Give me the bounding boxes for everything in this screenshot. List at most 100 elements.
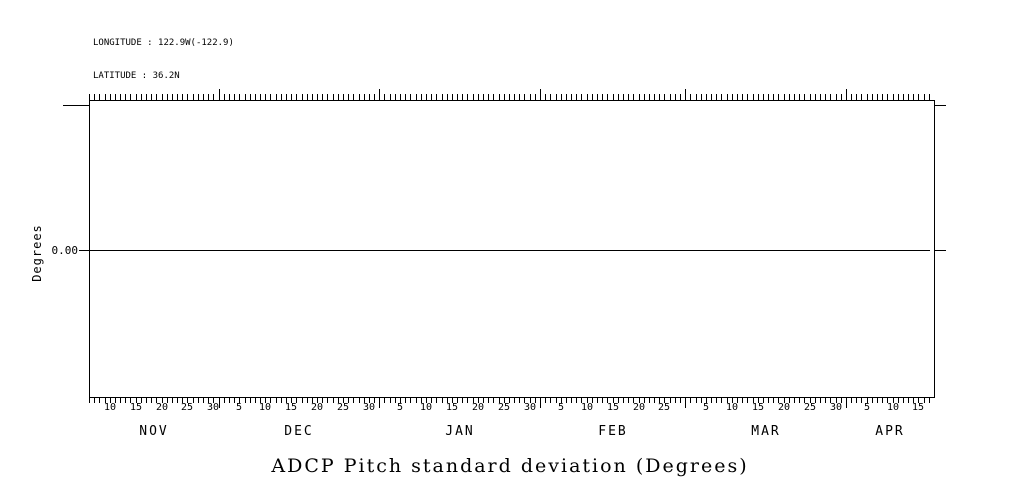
x-axis-day-tick-top [125, 94, 126, 100]
y-axis-tick-right-zero [934, 250, 946, 251]
x-axis-day-tick-top [913, 94, 914, 100]
x-axis-day-tick-bottom [467, 398, 468, 403]
x-axis-day-tick-top [141, 94, 142, 100]
x-axis-day-tick-top [359, 94, 360, 100]
x-axis-day-tick-top [187, 94, 188, 100]
x-axis-day-tick-bottom [820, 398, 821, 403]
x-axis-day-tick-top [224, 94, 225, 100]
x-axis-day-tick-top [758, 94, 759, 100]
x-axis-day-tick-top [177, 94, 178, 100]
x-axis-day-tick-top [815, 94, 816, 100]
x-axis-day-tick-bottom [452, 398, 453, 403]
x-axis-day-tick-bottom [94, 398, 95, 403]
x-axis-day-tick-bottom [747, 398, 748, 403]
x-axis-day-tick-bottom [343, 398, 344, 403]
x-axis-day-tick-bottom [696, 398, 697, 403]
x-axis-day-tick-bottom [639, 398, 640, 403]
x-axis-day-tick-bottom [270, 398, 271, 403]
x-axis-day-tick-bottom [602, 398, 603, 403]
x-axis-day-tick-bottom [913, 398, 914, 403]
x-axis-day-tick-bottom [701, 398, 702, 403]
x-axis-day-tick-bottom [644, 398, 645, 403]
x-tick-label: 20 [632, 402, 646, 413]
x-axis-day-tick-bottom [815, 398, 816, 403]
x-axis-day-tick-top [286, 94, 287, 100]
x-axis-day-tick-top [576, 94, 577, 100]
x-axis-day-tick-top [136, 94, 137, 100]
x-axis-day-tick-bottom [384, 398, 385, 403]
x-month-label-dec: DEC [284, 424, 314, 439]
x-axis-day-tick-top [706, 94, 707, 100]
x-axis-day-tick-bottom [628, 398, 629, 403]
x-axis-day-tick-top [208, 94, 209, 100]
x-axis-day-tick-bottom [903, 398, 904, 403]
x-axis-day-tick-top [556, 94, 557, 100]
x-axis-day-tick-top [327, 94, 328, 100]
x-axis-day-tick-top [514, 94, 515, 100]
x-axis-day-tick-top [115, 94, 116, 100]
x-axis-day-tick-top [633, 94, 634, 100]
x-axis-day-tick-bottom [265, 398, 266, 403]
x-axis-day-tick-bottom [851, 398, 852, 403]
x-axis-day-tick-top [545, 94, 546, 100]
x-axis-day-tick-bottom [716, 398, 717, 403]
x-axis-day-tick-top [851, 94, 852, 100]
x-tick-label: 20 [471, 402, 485, 413]
x-axis-day-tick-bottom [436, 398, 437, 403]
x-axis-day-tick-bottom [830, 398, 831, 403]
x-tick-label: 10 [258, 402, 272, 413]
x-axis-day-tick-top [639, 94, 640, 100]
x-axis-day-tick-bottom [763, 398, 764, 403]
x-axis-day-tick-top [877, 94, 878, 100]
x-axis-day-tick-top [338, 94, 339, 100]
x-tick-label: 15 [284, 402, 298, 413]
x-axis-day-tick-bottom [182, 398, 183, 403]
x-axis-month-tick-bottom [219, 398, 220, 408]
x-axis-day-tick-top [488, 94, 489, 100]
x-axis-day-tick-bottom [239, 398, 240, 403]
x-axis-day-tick-top [120, 94, 121, 100]
x-axis-day-tick-bottom [353, 398, 354, 403]
x-axis-day-tick-top [820, 94, 821, 100]
x-axis-day-tick-bottom [312, 398, 313, 403]
x-axis-day-tick-bottom [587, 398, 588, 403]
y-axis-tick-left-top [63, 105, 89, 106]
x-axis-day-tick-top [903, 94, 904, 100]
x-axis-day-tick-bottom [250, 398, 251, 403]
x-axis-day-tick-top [353, 94, 354, 100]
x-axis-day-tick-bottom [711, 398, 712, 403]
x-axis-day-tick-top [229, 94, 230, 100]
x-axis-day-tick-top [778, 94, 779, 100]
x-axis-day-tick-bottom [291, 398, 292, 403]
x-axis-day-tick-top [613, 94, 614, 100]
x-axis-day-tick-top [721, 94, 722, 100]
x-axis-day-tick-top [773, 94, 774, 100]
x-axis-day-tick-bottom [872, 398, 873, 403]
plot-area [89, 100, 935, 398]
x-axis-day-tick-bottom [302, 398, 303, 403]
x-axis-day-tick-top [260, 94, 261, 100]
x-tick-label: 30 [829, 402, 843, 413]
x-tick-label: 25 [803, 402, 817, 413]
x-axis-day-tick-top [530, 94, 531, 100]
x-axis-day-tick-bottom [224, 398, 225, 403]
x-axis-month-tick-bottom [379, 398, 380, 408]
x-tick-label: 15 [911, 402, 925, 413]
x-axis-day-tick-top [250, 94, 251, 100]
x-axis-day-tick-top [597, 94, 598, 100]
x-axis-day-tick-bottom [861, 398, 862, 403]
x-axis-day-tick-top [587, 94, 588, 100]
x-axis-day-tick-bottom [426, 398, 427, 403]
x-axis-day-tick-top [483, 94, 484, 100]
x-axis-day-tick-bottom [509, 398, 510, 403]
x-axis-day-tick-bottom [499, 398, 500, 403]
x-axis-day-tick-top [509, 94, 510, 100]
x-axis-day-tick-bottom [167, 398, 168, 403]
x-axis-day-tick-bottom [177, 398, 178, 403]
x-axis-day-tick-bottom [664, 398, 665, 403]
x-axis-day-tick-bottom [234, 398, 235, 403]
x-axis-day-tick-bottom [550, 398, 551, 403]
x-axis-day-tick-bottom [706, 398, 707, 403]
x-axis-day-tick-top [747, 94, 748, 100]
x-axis-day-tick-top [607, 94, 608, 100]
